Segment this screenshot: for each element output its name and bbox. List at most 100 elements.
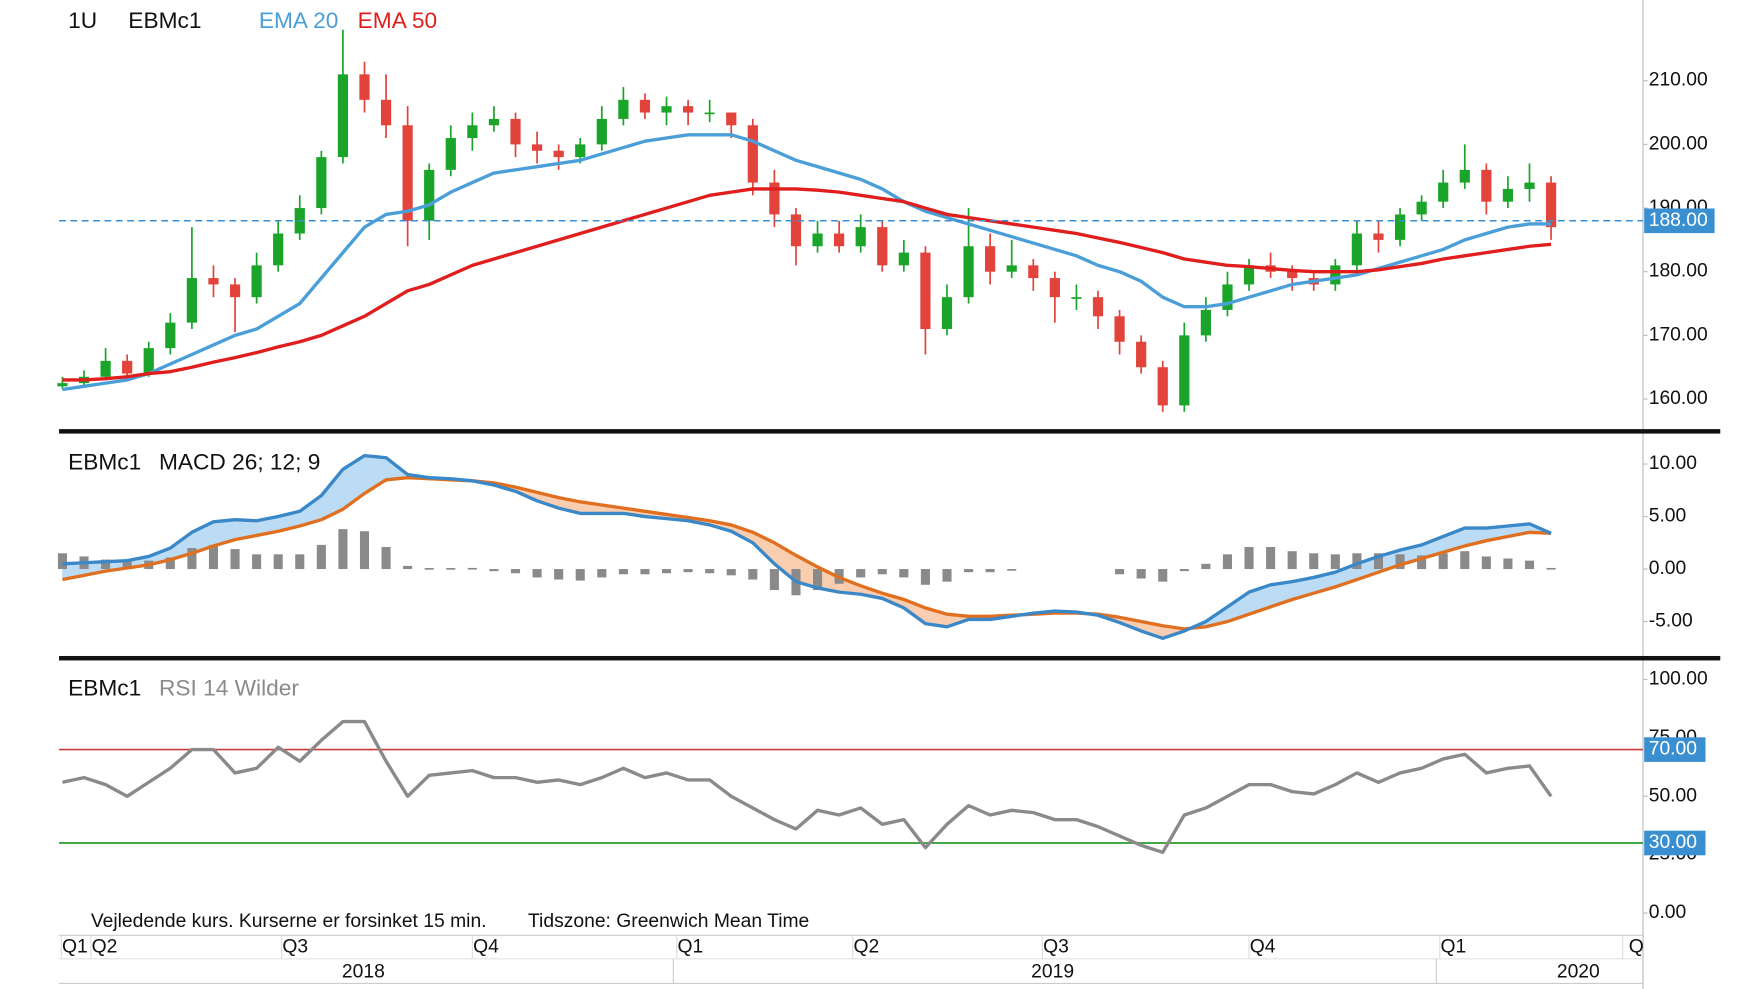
macd-symbol: EBMc1: [68, 450, 141, 475]
histogram-bar: [748, 569, 758, 580]
year-label: 2018: [342, 961, 385, 982]
histogram-bar: [230, 549, 240, 570]
histogram-bar: [1352, 553, 1362, 570]
histogram-bar: [1222, 554, 1232, 570]
year-label: 2020: [1557, 961, 1600, 982]
histogram-bar: [1287, 551, 1297, 570]
candle-body: [1438, 182, 1449, 202]
ema-line: [62, 133, 1552, 392]
candle-body: [510, 118, 521, 145]
histogram-bar: [856, 569, 866, 578]
candle-body: [316, 157, 327, 209]
candle-body: [1351, 233, 1363, 266]
candle-body: [186, 278, 198, 323]
panel-separator: [59, 655, 1721, 661]
histogram-bar: [575, 569, 585, 581]
candle-body: [122, 360, 133, 374]
histogram-bar: [187, 548, 197, 570]
interval: 1U: [68, 8, 97, 33]
candle-body: [208, 278, 219, 285]
candle-body: [1243, 265, 1255, 285]
candle-body: [1394, 214, 1406, 240]
quarter-label: Q4: [1250, 937, 1276, 958]
histogram-bar: [532, 569, 542, 578]
candle-body: [596, 118, 607, 145]
histogram-bar: [316, 544, 326, 570]
histogram-bar: [1201, 563, 1211, 570]
histogram-bar: [661, 569, 672, 574]
y-tick-label: 10.00: [1649, 453, 1697, 474]
histogram-bar: [381, 546, 391, 570]
candle-body: [920, 252, 931, 330]
histogram-bar: [964, 569, 974, 573]
histogram-bar: [1546, 567, 1556, 570]
year-label: 2019: [1031, 961, 1074, 982]
histogram-bar: [942, 569, 952, 582]
candle-body: [1524, 182, 1535, 189]
candle-body: [1028, 265, 1039, 279]
y-tick-label: 170.00: [1649, 325, 1708, 346]
histogram-bar: [920, 569, 930, 585]
histogram-bar: [338, 529, 348, 570]
macd-title: MACD 26; 12; 9: [159, 450, 320, 475]
candle-body: [424, 169, 435, 221]
y-tick-label: 5.00: [1649, 506, 1687, 527]
quarter-label: Q4: [473, 937, 499, 958]
histogram-bar: [295, 554, 305, 570]
rsi-symbol: EBMc1: [68, 676, 141, 701]
footer-note: Vejledende kurs. Kurserne er forsinket 1…: [91, 911, 487, 932]
candle-body: [1114, 316, 1125, 342]
histogram-bar: [1244, 546, 1254, 570]
candle-body: [1136, 341, 1147, 368]
histogram-bar: [899, 569, 909, 578]
candle-body: [143, 348, 154, 374]
histogram-bar: [640, 569, 650, 575]
rsi-line: [62, 719, 1553, 855]
histogram-bar: [1179, 569, 1189, 572]
histogram-bar: [165, 557, 175, 570]
candle-body: [790, 214, 802, 247]
histogram-bar: [1266, 546, 1276, 570]
histogram-bar: [273, 554, 283, 570]
quarter-label: Q2: [853, 937, 879, 958]
footer-timezone: Tidszone: Greenwich Mean Time: [528, 911, 809, 932]
histogram-bar: [101, 559, 111, 570]
legend-ema50: EMA 50: [358, 8, 437, 33]
candle-body: [531, 144, 543, 151]
signal-line: [62, 476, 1552, 631]
histogram-bar: [1417, 555, 1427, 570]
histogram-bar: [813, 569, 823, 591]
histogram-bar: [1373, 553, 1384, 570]
candle-body: [704, 112, 715, 115]
panel-separator: [59, 429, 1721, 434]
histogram-bar: [769, 569, 779, 591]
candle-body: [682, 106, 694, 113]
candle-body: [1092, 297, 1104, 317]
candle-body: [726, 112, 737, 126]
candle-body: [1330, 265, 1341, 285]
histogram-bar: [1007, 569, 1017, 571]
candle-body: [769, 182, 780, 215]
rsi-level-label: 30.00: [1649, 832, 1697, 853]
histogram-bar: [1115, 569, 1125, 575]
histogram-bar: [122, 561, 132, 570]
candle-body: [898, 252, 909, 266]
histogram-bar: [683, 569, 693, 573]
candle-body: [985, 246, 996, 272]
candle-body: [57, 383, 68, 387]
histogram-bar: [1158, 569, 1168, 582]
candle-body: [963, 246, 974, 298]
y-tick-label: -5.00: [1649, 611, 1693, 632]
candle-body: [359, 74, 370, 100]
candle-body: [467, 125, 478, 139]
candle-body: [337, 74, 349, 158]
candle-body: [618, 99, 629, 119]
histogram-bar: [1438, 553, 1448, 570]
legend-ema20: EMA 20: [259, 8, 338, 33]
histogram-bar: [705, 569, 715, 574]
rsi-title: RSI 14 Wilder: [159, 676, 299, 701]
candle-body: [1071, 297, 1082, 299]
candle-body: [1157, 367, 1168, 406]
y-tick-label: 180.00: [1649, 261, 1708, 282]
